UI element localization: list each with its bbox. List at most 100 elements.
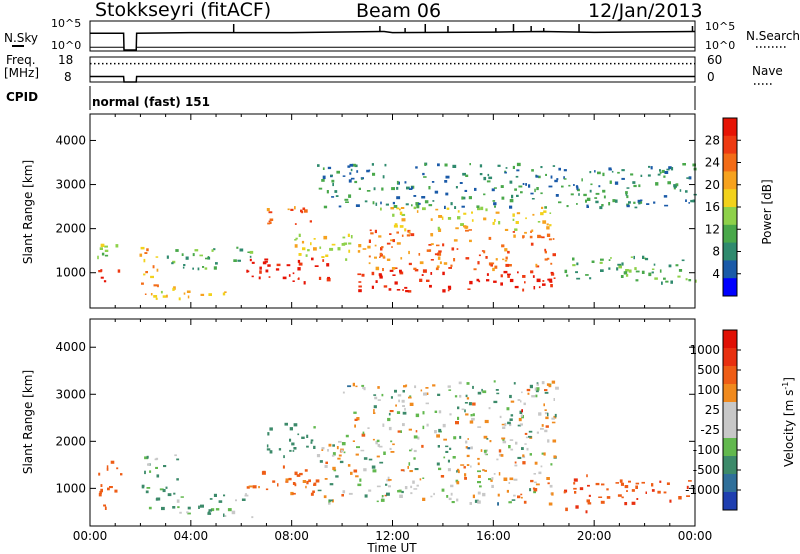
data-cell <box>306 445 309 448</box>
data-cell <box>313 238 316 240</box>
data-cell <box>428 186 431 190</box>
y-tick-label: 4000 <box>55 340 86 354</box>
data-cell <box>490 264 493 267</box>
data-cell <box>355 204 360 207</box>
data-cell <box>485 256 488 259</box>
data-cell <box>558 167 561 171</box>
data-cell <box>512 213 515 217</box>
data-cell <box>447 459 450 463</box>
data-cell <box>401 490 404 494</box>
data-cell <box>246 486 250 489</box>
data-cell <box>385 483 388 486</box>
data-cell <box>670 167 674 171</box>
data-cell <box>581 178 583 182</box>
data-cell <box>461 408 465 411</box>
data-cell <box>392 274 396 276</box>
data-cell <box>638 184 641 188</box>
data-cell <box>419 261 424 265</box>
velocity-colorbar-tick-label: 25 <box>705 403 720 417</box>
data-cell <box>298 253 302 256</box>
velocity-panel: 1000 2000 3000 4000 Slant Range [km] 1000 50… <box>21 318 796 527</box>
data-cell <box>514 285 519 289</box>
data-cell <box>544 250 547 254</box>
data-cell <box>595 192 600 195</box>
data-cell <box>512 231 515 233</box>
data-cell <box>419 278 423 282</box>
data-cell <box>262 470 266 473</box>
data-cell <box>392 443 395 446</box>
data-cell <box>641 481 645 484</box>
data-cell <box>396 186 399 190</box>
data-cell <box>186 290 191 293</box>
data-cell <box>321 179 325 182</box>
data-cell <box>323 235 328 240</box>
data-cell <box>200 504 204 508</box>
data-cell <box>208 509 212 512</box>
data-cell <box>603 195 606 199</box>
data-cell <box>239 248 244 252</box>
data-cell <box>565 507 568 512</box>
data-cell <box>406 186 410 190</box>
data-cell <box>407 466 409 469</box>
data-cell <box>144 456 149 460</box>
data-cell <box>573 478 578 482</box>
data-cell <box>520 493 523 496</box>
data-cell <box>589 277 592 280</box>
data-cell <box>573 487 577 490</box>
data-cell <box>382 255 385 258</box>
data-cell <box>468 196 472 200</box>
power-colorbar-swatch <box>723 153 737 172</box>
data-cell <box>516 212 521 215</box>
data-cell <box>615 482 619 484</box>
data-cell <box>408 396 412 399</box>
data-cell <box>155 466 158 469</box>
data-cell <box>663 195 668 198</box>
data-cell <box>354 418 358 421</box>
data-cell <box>400 207 405 209</box>
data-cell <box>563 169 567 172</box>
data-cell <box>368 169 371 172</box>
data-cell <box>380 207 382 211</box>
data-cell <box>98 492 102 497</box>
data-cell <box>347 165 351 168</box>
velocity-colorbar-swatch <box>723 456 737 475</box>
data-cell <box>528 435 532 438</box>
data-cell <box>452 456 456 459</box>
data-cell <box>402 423 405 427</box>
data-cell <box>685 190 688 193</box>
data-cell <box>493 280 497 283</box>
data-cell <box>459 394 462 398</box>
data-cell <box>211 249 214 252</box>
data-cell <box>259 270 262 274</box>
data-cell <box>443 438 447 441</box>
data-cell <box>504 422 507 427</box>
data-cell <box>632 181 636 184</box>
nave-bottom-tick: 0 <box>707 70 715 84</box>
data-cell <box>448 389 452 391</box>
data-cell <box>413 195 417 197</box>
data-cell <box>177 506 180 509</box>
data-cell <box>313 426 316 429</box>
data-cell <box>323 205 328 209</box>
data-cell <box>452 164 457 168</box>
data-cell <box>443 262 448 265</box>
data-cell <box>492 200 496 202</box>
data-cell <box>497 493 500 497</box>
data-cell <box>284 422 288 426</box>
data-cell <box>291 442 295 446</box>
data-cell <box>379 275 383 279</box>
data-cell <box>670 280 673 284</box>
data-cell <box>390 440 393 443</box>
data-cell <box>304 469 308 472</box>
data-cell <box>223 513 225 517</box>
data-cell <box>425 402 429 405</box>
data-cell <box>104 245 108 248</box>
data-cell <box>529 235 533 239</box>
data-cell <box>545 425 549 428</box>
data-cell <box>678 496 682 500</box>
data-cell <box>669 499 672 503</box>
cpid-label: CPID <box>6 90 38 104</box>
data-cell <box>686 485 689 489</box>
data-cell <box>509 439 514 441</box>
data-cell <box>469 163 471 166</box>
